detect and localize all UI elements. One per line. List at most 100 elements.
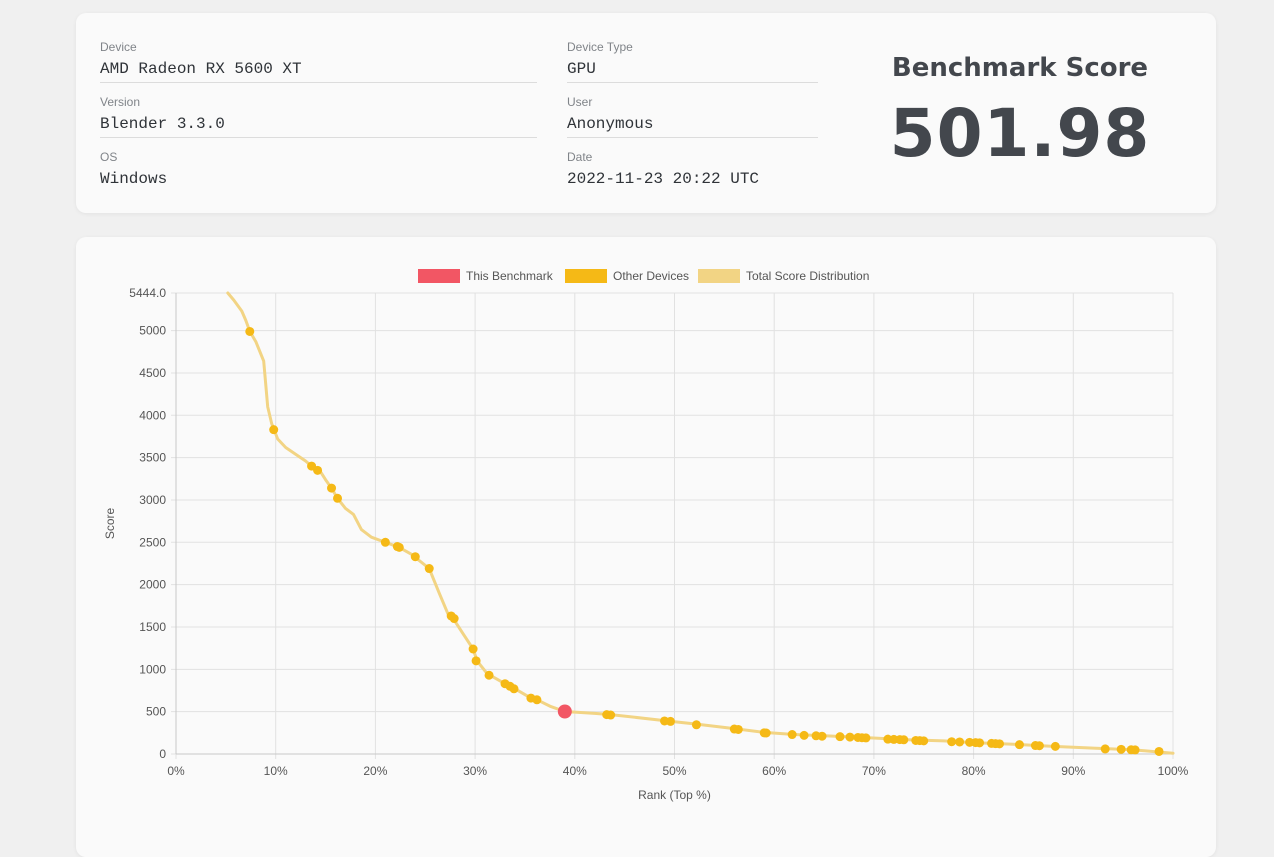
os-field: OS Windows <box>100 149 537 192</box>
this-benchmark-series <box>557 704 572 719</box>
user-value: Anonymous <box>567 112 818 138</box>
other-device-point <box>975 738 985 748</box>
user-label: User <box>567 95 593 109</box>
other-device-point <box>410 552 420 562</box>
legend-label: This Benchmark <box>466 269 554 283</box>
x-tick-label: 40% <box>563 764 587 778</box>
chart-legend: This Benchmark Other Devices Total Score D… <box>418 269 869 283</box>
x-tick-label: 90% <box>1061 764 1085 778</box>
other-device-point <box>394 542 404 552</box>
other-device-point <box>899 735 909 745</box>
x-tick-label: 50% <box>662 764 686 778</box>
y-tick-label: 1000 <box>139 662 166 676</box>
other-device-point <box>327 483 337 493</box>
x-tick-label: 60% <box>762 764 786 778</box>
other-device-point <box>1116 744 1126 754</box>
legend-item: Total Score Distribution <box>698 269 869 283</box>
other-device-point <box>424 564 434 574</box>
device-value: AMD Radeon RX 5600 XT <box>100 57 537 83</box>
legend-label: Other Devices <box>613 269 689 283</box>
y-tick-label: 2000 <box>139 578 166 592</box>
other-device-point <box>733 724 743 734</box>
other-device-point <box>245 326 255 336</box>
x-tick-label: 10% <box>264 764 288 778</box>
y-tick-label: 3500 <box>139 451 166 465</box>
x-tick-label: 20% <box>363 764 387 778</box>
device-type-label: Device Type <box>567 40 633 54</box>
other-device-point <box>787 730 797 740</box>
legend-swatch <box>565 269 607 283</box>
date-label: Date <box>567 150 593 164</box>
distribution-series <box>226 291 1175 755</box>
other-device-point <box>484 670 494 680</box>
x-axis-title: Rank (Top %) <box>638 788 711 802</box>
x-tick-label: 30% <box>463 764 487 778</box>
chart-grid <box>171 292 1174 759</box>
device-type-field: Device Type GPU <box>567 39 818 83</box>
y-tick-label: 1500 <box>139 620 166 634</box>
y-tick-label: 4000 <box>139 408 166 422</box>
legend-item: This Benchmark <box>418 269 554 283</box>
other-device-point <box>509 684 519 694</box>
other-device-point <box>817 731 827 741</box>
other-device-point <box>532 695 542 705</box>
other-device-point <box>666 716 676 726</box>
y-tick-label: 5444.0 <box>129 286 166 300</box>
score-distribution-chart: This Benchmark Other Devices Total Score D… <box>103 269 1189 802</box>
x-axis-ticks: 0% 10% 20% 30% 40% 50% 60% 70% 80% 90% 100% <box>167 764 1188 778</box>
other-device-point <box>471 656 481 666</box>
other-device-point <box>1154 746 1164 756</box>
other-device-point <box>861 733 871 743</box>
benchmark-score-title: Benchmark Score <box>891 53 1149 83</box>
date-value: 2022-11-23 20:22 UTC <box>567 170 760 188</box>
other-device-point <box>955 737 965 747</box>
version-field: Version Blender 3.3.0 <box>100 94 537 138</box>
other-device-point <box>269 425 279 435</box>
legend-label: Total Score Distribution <box>746 269 869 283</box>
device-label: Device <box>100 40 137 54</box>
other-device-point <box>333 493 343 503</box>
chart-axes <box>175 293 1173 755</box>
other-device-point <box>691 720 701 730</box>
y-tick-label: 0 <box>159 747 166 761</box>
version-value: Blender 3.3.0 <box>100 112 537 138</box>
x-tick-label: 0% <box>167 764 185 778</box>
other-devices-series <box>245 326 1164 756</box>
distribution-line <box>226 291 1175 755</box>
other-device-point <box>919 736 929 746</box>
other-device-point <box>380 537 390 547</box>
date-field: Date 2022-11-23 20:22 UTC <box>567 149 818 192</box>
os-label: OS <box>100 150 118 164</box>
y-axis-title: Score <box>103 508 117 540</box>
version-label: Version <box>100 95 141 109</box>
other-device-point <box>761 728 771 738</box>
other-device-point <box>799 730 809 740</box>
benchmark-score-value: 501.98 <box>889 95 1151 172</box>
other-device-point <box>947 737 957 747</box>
other-device-point <box>1100 744 1110 754</box>
legend-swatch <box>698 269 740 283</box>
y-tick-label: 2500 <box>139 535 166 549</box>
x-tick-label: 100% <box>1158 764 1189 778</box>
other-device-point <box>845 732 855 742</box>
other-device-point <box>449 614 459 624</box>
user-field: User Anonymous <box>567 94 818 138</box>
y-tick-label: 4500 <box>139 366 166 380</box>
legend-item: Other Devices <box>565 269 689 283</box>
other-device-point <box>995 739 1005 749</box>
other-device-point <box>835 732 845 742</box>
other-device-point <box>468 644 478 654</box>
other-device-point <box>313 465 323 475</box>
x-tick-label: 70% <box>862 764 886 778</box>
y-tick-label: 500 <box>146 705 166 719</box>
other-device-point <box>1034 741 1044 751</box>
device-type-value: GPU <box>567 57 818 83</box>
other-device-point <box>606 710 616 720</box>
device-field: Device AMD Radeon RX 5600 XT <box>100 39 537 83</box>
os-value: Windows <box>100 170 168 188</box>
score-distribution-chart-card: This Benchmark Other Devices Total Score D… <box>76 237 1216 857</box>
y-tick-label: 3000 <box>139 493 166 507</box>
other-device-point <box>1130 745 1140 755</box>
this-benchmark-point <box>557 704 572 719</box>
x-tick-label: 80% <box>962 764 986 778</box>
